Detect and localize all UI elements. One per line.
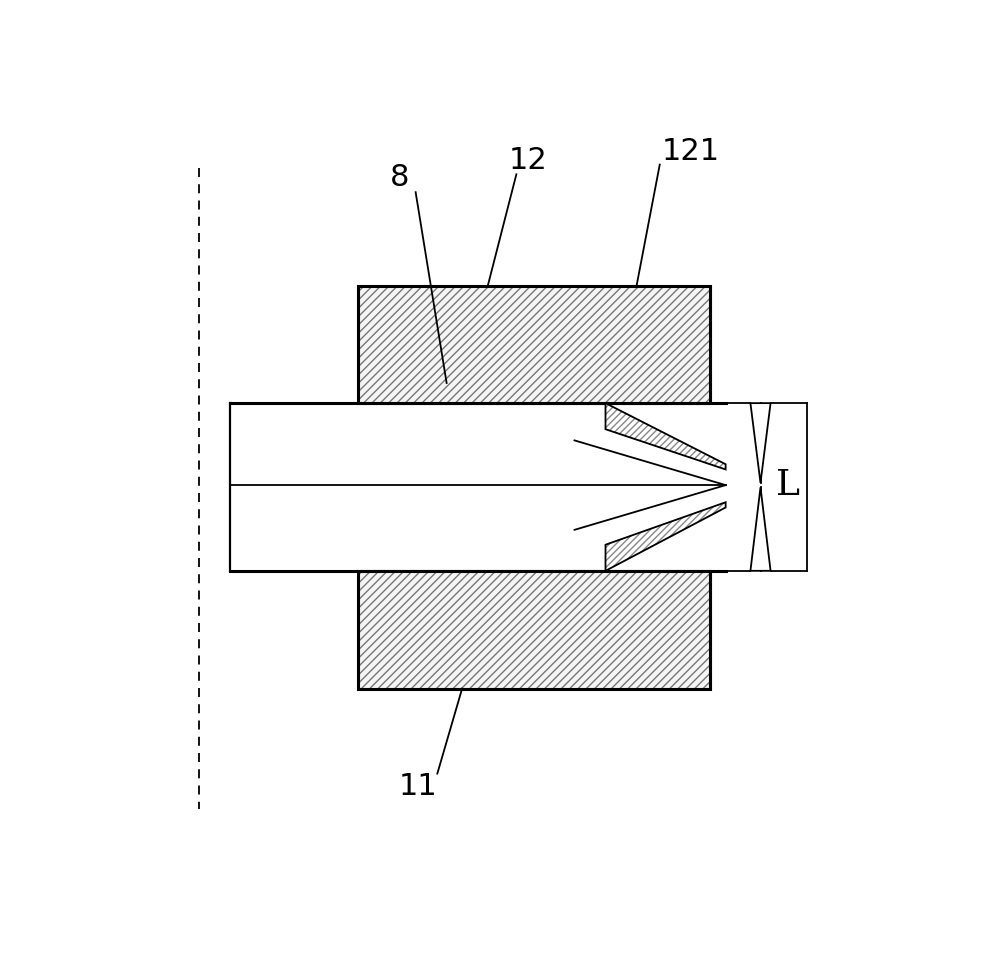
Polygon shape [606,502,726,571]
Text: 11: 11 [399,772,437,802]
Polygon shape [606,403,726,469]
Bar [358,571,710,688]
Text: L: L [776,469,800,502]
Bar [358,287,710,403]
Bar [358,571,710,688]
Polygon shape [750,487,771,571]
Text: 121: 121 [662,136,720,166]
Text: 8: 8 [390,163,410,192]
Polygon shape [750,403,771,483]
Bar [358,287,710,403]
Text: 12: 12 [509,146,547,175]
